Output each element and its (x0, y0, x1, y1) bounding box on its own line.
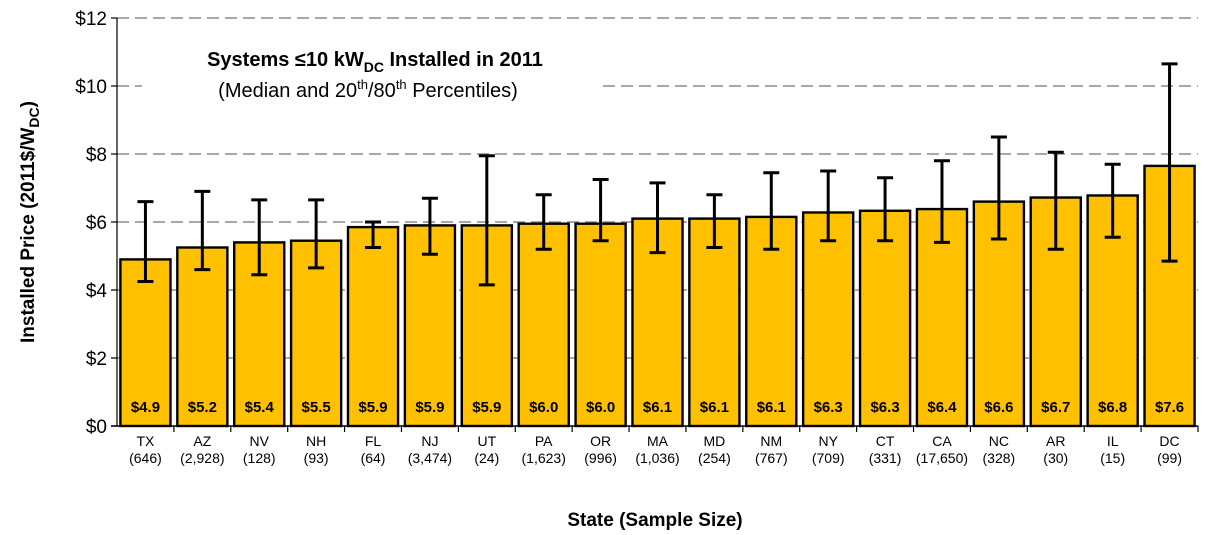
y-tick-label: $12 (75, 9, 107, 30)
bar (745, 215, 798, 428)
x-tick-label-sample-size: (30) (1043, 450, 1068, 466)
x-tick-label-sample-size: (17,650) (916, 450, 968, 466)
bar (289, 239, 343, 428)
x-tick-label-sample-size: (2,928) (180, 450, 224, 466)
data-label: $7.6 (1155, 399, 1184, 416)
y-tick-label: $10 (75, 77, 107, 98)
x-tick-label-sample-size: (646) (129, 450, 162, 466)
x-tick-label-state: AZ (193, 433, 211, 449)
x-axis-title: State (Sample Size) (567, 510, 742, 531)
x-tick-label-state: FL (365, 433, 382, 449)
title-box (142, 35, 600, 111)
x-tick-label-sample-size: (709) (812, 450, 845, 466)
bar (346, 225, 400, 428)
data-label: $6.1 (643, 399, 672, 416)
data-label: $6.1 (700, 399, 729, 416)
chart-title: Systems ≤10 kWDC Installed in 2011 (207, 49, 543, 75)
bar (574, 222, 627, 428)
x-tick-label-state: IL (1107, 433, 1119, 449)
data-label: $5.5 (302, 399, 331, 416)
data-label: $5.4 (245, 399, 275, 416)
bar (801, 211, 855, 428)
x-tick-label-sample-size: (3,474) (408, 450, 452, 466)
x-tick-label-state: PA (535, 433, 553, 449)
y-axis: $0 $2 $4 $6 $8 $10 $12 (75, 9, 118, 438)
x-tick-label-state: UT (477, 433, 496, 449)
x-axis: TX(646) AZ(2,928) NV(128) NH(93) FL(64) NJ(3,… (111, 425, 1199, 466)
x-tick-label-sample-size: (128) (243, 450, 276, 466)
x-tick-label-sample-size: (93) (304, 450, 329, 466)
x-tick-label-state: NC (989, 433, 1009, 449)
y-tick-label: $4 (86, 281, 108, 302)
data-label: $6.8 (1098, 399, 1127, 416)
y-tick-label: $2 (86, 349, 107, 370)
x-tick-label-state: MD (704, 433, 726, 449)
x-tick-label-state: CT (876, 433, 895, 449)
bars: $4.9 $5.2 $5.4 $5.5 $5.9 $5.9 $5.9 $6.0 $6.0 $6.1… (119, 62, 1196, 428)
data-label: $6.3 (870, 399, 899, 416)
bar (688, 217, 741, 428)
x-tick-label-sample-size: (328) (983, 450, 1016, 466)
y-axis-title: Installed Price (2011$/WDC) (18, 101, 42, 343)
data-label: $6.1 (757, 399, 786, 416)
x-tick-label-state: MA (647, 433, 669, 449)
chart-subtitle: (Median and 20th/80th Percentiles) (218, 77, 518, 102)
data-label: $6.4 (927, 399, 957, 416)
bar (176, 246, 229, 428)
x-tick-label-state: NV (250, 433, 270, 449)
x-tick-label-state: NY (818, 433, 838, 449)
x-tick-label-sample-size: (24) (474, 450, 499, 466)
data-label: $6.6 (984, 399, 1013, 416)
data-label: $5.9 (358, 399, 387, 416)
bar (858, 209, 912, 428)
x-tick-label-state: AR (1046, 433, 1065, 449)
x-tick-label-sample-size: (254) (698, 450, 731, 466)
y-tick-label: $8 (86, 145, 107, 166)
x-tick-label-state: DC (1159, 433, 1179, 449)
data-label: $5.9 (415, 399, 444, 416)
x-tick-label-state: TX (137, 433, 156, 449)
x-tick-label-sample-size: (767) (755, 450, 788, 466)
x-tick-label-state: NJ (421, 433, 438, 449)
data-label: $6.7 (1041, 399, 1070, 416)
bar (517, 222, 570, 428)
x-tick-label-state: NM (760, 433, 782, 449)
x-tick-label-sample-size: (15) (1100, 450, 1125, 466)
data-label: $6.0 (586, 399, 615, 416)
y-tick-label: $0 (86, 417, 107, 438)
x-tick-label-sample-size: (331) (869, 450, 902, 466)
x-tick-label-sample-size: (1,036) (635, 450, 679, 466)
x-tick-label-state: CA (932, 433, 952, 449)
data-label: $5.9 (472, 399, 501, 416)
y-tick-label: $6 (86, 213, 107, 234)
x-tick-label-state: OR (590, 433, 611, 449)
x-tick-label-sample-size: (64) (361, 450, 386, 466)
data-label: $5.2 (188, 399, 217, 416)
x-tick-label-state: NH (306, 433, 326, 449)
data-label: $4.9 (131, 399, 160, 416)
data-label: $6.3 (814, 399, 843, 416)
x-tick-label-sample-size: (99) (1157, 450, 1182, 466)
x-tick-label-sample-size: (996) (584, 450, 617, 466)
data-label: $6.0 (529, 399, 558, 416)
x-tick-label-sample-size: (1,623) (522, 450, 566, 466)
